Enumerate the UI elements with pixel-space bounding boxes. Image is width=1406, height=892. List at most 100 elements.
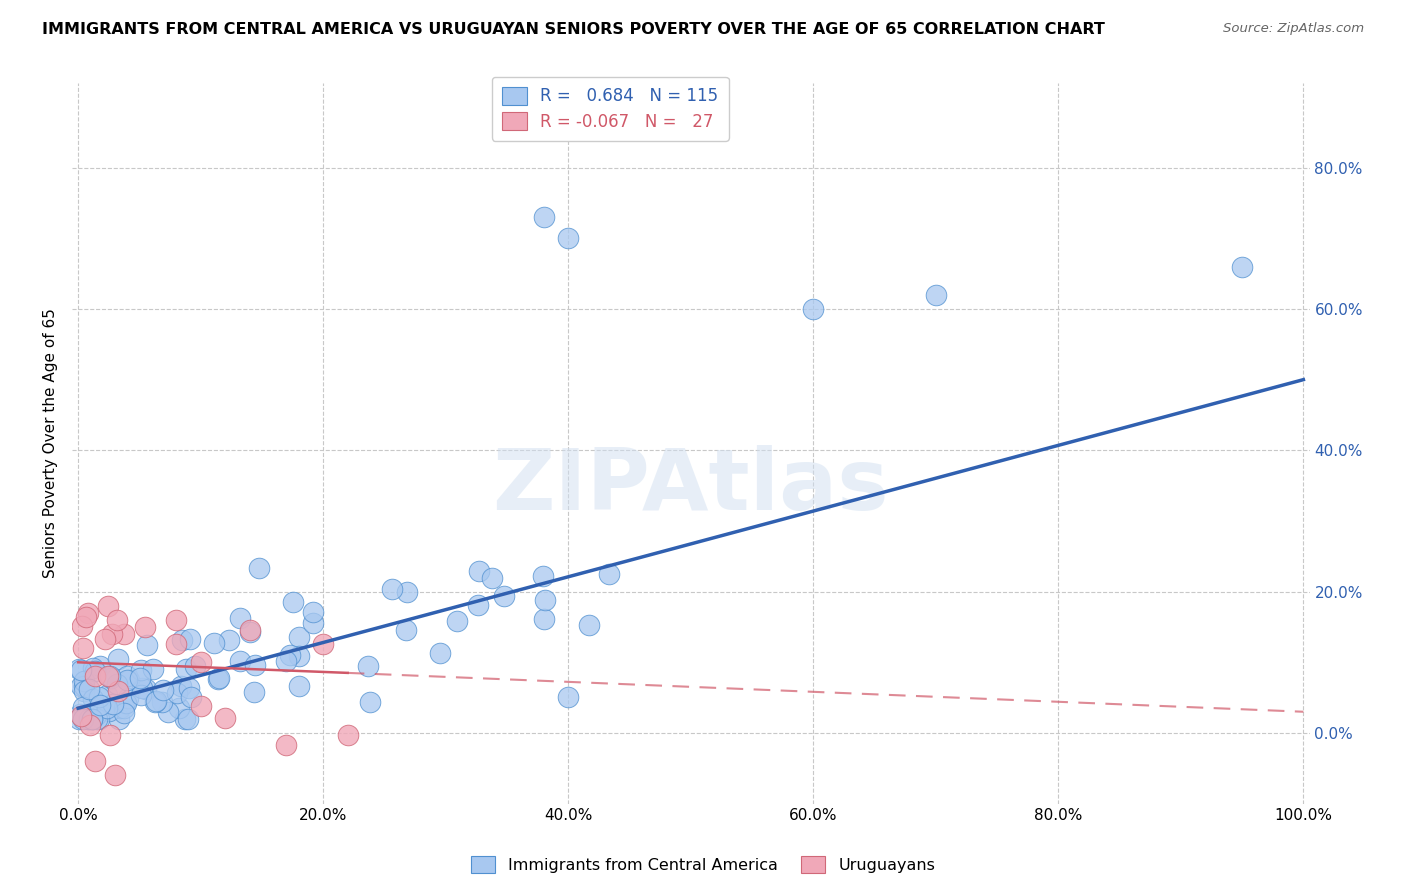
Point: [89, 712, 111, 726]
Point: [243, 658, 266, 673]
Point: [89, 690, 111, 705]
Point: [98, 704, 121, 718]
Point: [533, 593, 555, 607]
Point: [204, 636, 226, 650]
Point: [100, 627, 122, 641]
Point: [174, 662, 197, 676]
Point: [73, 673, 96, 688]
Point: [77, 606, 100, 620]
Point: [82, 712, 104, 726]
Point: [104, 768, 127, 782]
Point: [533, 612, 555, 626]
Point: [239, 624, 262, 639]
Point: [118, 673, 141, 687]
Point: [166, 686, 188, 700]
Text: ZIPAtlas: ZIPAtlas: [492, 445, 889, 528]
Point: [278, 648, 301, 662]
Point: [115, 696, 138, 710]
Point: [72, 641, 94, 656]
Point: [136, 638, 159, 652]
Point: [96, 700, 118, 714]
Point: [84, 754, 107, 768]
Point: [336, 728, 359, 742]
Point: [468, 564, 491, 578]
Point: [72, 712, 94, 726]
Point: [84, 708, 107, 723]
Point: [75, 609, 97, 624]
Point: [142, 662, 165, 676]
Point: [112, 706, 135, 720]
Point: [281, 595, 304, 609]
Point: [533, 210, 555, 224]
Point: [184, 659, 207, 673]
Point: [287, 679, 309, 693]
Point: [359, 695, 381, 709]
Point: [83, 669, 105, 683]
Point: [396, 585, 419, 599]
Point: [107, 652, 129, 666]
Point: [107, 683, 129, 698]
Point: [69, 706, 91, 721]
Point: [179, 632, 201, 646]
Point: [190, 655, 212, 669]
Point: [97, 599, 120, 613]
Point: [598, 567, 620, 582]
Point: [801, 301, 824, 316]
Point: [79, 718, 101, 732]
Point: [208, 671, 231, 685]
Point: [77, 682, 100, 697]
Point: [287, 649, 309, 664]
Point: [165, 613, 187, 627]
Point: [129, 689, 152, 703]
Point: [287, 630, 309, 644]
Point: [115, 673, 138, 688]
Point: [429, 646, 451, 660]
Point: [117, 668, 139, 682]
Point: [214, 711, 236, 725]
Point: [117, 691, 139, 706]
Point: [70, 619, 93, 633]
Point: [557, 231, 579, 245]
Point: [177, 712, 200, 726]
Point: [170, 679, 193, 693]
Point: [165, 637, 187, 651]
Point: [1230, 260, 1253, 274]
Y-axis label: Seniors Poverty Over the Age of 65: Seniors Poverty Over the Age of 65: [44, 309, 58, 578]
Point: [180, 690, 202, 704]
Point: [76, 712, 98, 726]
Point: [395, 623, 418, 637]
Point: [143, 695, 166, 709]
Point: [89, 658, 111, 673]
Point: [152, 683, 174, 698]
Point: [97, 669, 120, 683]
Point: [925, 288, 948, 302]
Point: [190, 699, 212, 714]
Point: [67, 712, 90, 726]
Point: [302, 615, 325, 630]
Point: [82, 661, 104, 675]
Point: [108, 701, 131, 715]
Point: [73, 683, 96, 698]
Point: [79, 712, 101, 726]
Point: [134, 620, 156, 634]
Legend: R =   0.684   N = 115, R = -0.067   N =   27: R = 0.684 N = 115, R = -0.067 N = 27: [492, 77, 728, 141]
Point: [73, 679, 96, 693]
Point: [242, 685, 264, 699]
Point: [135, 681, 157, 696]
Point: [131, 681, 153, 695]
Point: [86, 712, 108, 726]
Point: [96, 688, 118, 702]
Point: [69, 664, 91, 678]
Point: [82, 712, 104, 726]
Legend: Immigrants from Central America, Uruguayans: Immigrants from Central America, Uruguay…: [464, 849, 942, 880]
Point: [157, 705, 180, 719]
Point: [112, 701, 135, 715]
Point: [82, 691, 104, 706]
Point: [356, 659, 378, 673]
Point: [101, 697, 124, 711]
Point: [108, 712, 131, 726]
Point: [381, 582, 404, 596]
Point: [229, 610, 252, 624]
Point: [494, 590, 516, 604]
Point: [150, 695, 173, 709]
